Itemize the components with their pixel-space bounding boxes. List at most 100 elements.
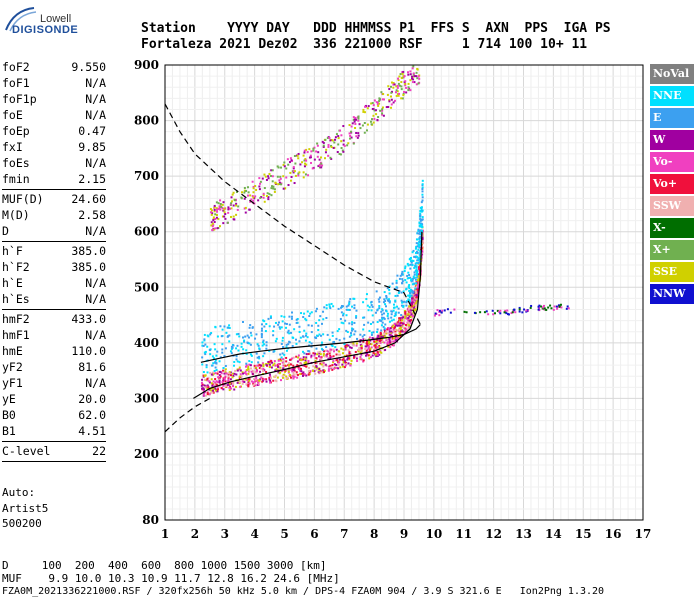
echo-point [212, 387, 215, 390]
echo-point [393, 315, 396, 318]
echo-point-2hop [372, 114, 375, 117]
echo-point [392, 318, 395, 321]
echo-point [418, 245, 421, 248]
echo-point [382, 312, 385, 315]
echo-point [217, 388, 220, 391]
echo-point-2hop [370, 118, 373, 121]
echo-point [227, 372, 230, 375]
echo-point [407, 317, 410, 320]
echo-point [350, 359, 353, 362]
echo-point [260, 336, 263, 339]
echo-point-2hop [357, 117, 360, 120]
echo-point [417, 228, 420, 231]
echo-point [338, 353, 341, 356]
echo-point-2hop [398, 92, 401, 95]
echo-point [235, 373, 238, 376]
param-value: N/A [85, 376, 106, 390]
echo-point [265, 323, 268, 326]
y-tick-label: 200 [134, 447, 159, 461]
echo-point-2hop [349, 137, 352, 140]
echo-point-2hop [223, 211, 226, 214]
echo-point [279, 358, 282, 361]
echo-point [202, 393, 205, 396]
echo-point [414, 269, 417, 272]
echo-point [314, 336, 317, 339]
echo-point [314, 352, 317, 355]
param-label: fmin [2, 172, 30, 186]
echo-point [214, 359, 217, 362]
echo-point [305, 365, 308, 368]
echo-point-2hop [215, 207, 218, 210]
echo-point-2hop [397, 82, 400, 85]
echo-point-2hop [296, 154, 299, 157]
echo-point [376, 328, 379, 331]
echo-point [411, 296, 414, 299]
echo-point [258, 363, 261, 366]
echo-point-2hop [226, 221, 229, 224]
echo-point [238, 335, 241, 338]
echo-point [373, 349, 376, 352]
echo-point-2hop [318, 166, 321, 169]
echo-point [370, 304, 373, 307]
echo-point [385, 310, 388, 313]
echo-point [225, 331, 228, 334]
echo-point [308, 352, 311, 355]
echo-point [372, 331, 375, 334]
echo-point [217, 376, 220, 379]
echo-point [396, 286, 399, 289]
echo-point [308, 315, 311, 318]
echo-point [269, 379, 272, 382]
echo-point [399, 274, 402, 277]
echo-point [413, 307, 416, 310]
echo-point-2hop [412, 81, 415, 84]
echo-point [386, 312, 389, 315]
echo-point [404, 312, 407, 315]
echo-point [275, 368, 278, 371]
echo-point [397, 307, 400, 310]
echo-point-2hop [308, 156, 311, 159]
echo-point [417, 284, 420, 287]
echo-point [280, 342, 283, 345]
echo-point-extra [438, 314, 441, 317]
trace-solid-line [193, 231, 423, 399]
echo-point [205, 364, 208, 367]
echo-point [395, 311, 398, 314]
echo-point [358, 347, 361, 350]
echo-point [211, 384, 214, 387]
echo-point [287, 343, 290, 346]
echo-point [322, 370, 325, 373]
echo-point [399, 319, 402, 322]
echo-point-2hop [369, 120, 372, 123]
echo-point-2hop [293, 154, 296, 157]
echo-point [408, 315, 411, 318]
echo-point [385, 296, 388, 299]
echo-point-2hop [308, 148, 311, 151]
echo-point [381, 336, 384, 339]
param-value: 9.550 [71, 60, 106, 74]
echo-point-2hop [271, 180, 274, 183]
echo-point-2hop [313, 146, 316, 149]
echo-point-2hop [212, 219, 215, 222]
echo-point [372, 351, 375, 354]
echo-point [249, 367, 252, 370]
echo-point [213, 343, 216, 346]
echo-point [347, 362, 350, 365]
echo-point-2hop [236, 208, 239, 211]
echo-point [314, 362, 317, 365]
echo-point [216, 350, 219, 353]
echo-point [247, 385, 250, 388]
echo-point-2hop [293, 182, 296, 185]
echo-point [214, 387, 217, 390]
echo-point [401, 330, 404, 333]
echo-point [278, 326, 281, 329]
echo-point [394, 329, 397, 332]
param-label: yF1 [2, 376, 23, 390]
echo-point-2hop [292, 166, 295, 169]
echo-point [420, 209, 423, 212]
echo-point [388, 339, 391, 342]
echo-point [317, 324, 320, 327]
echo-point [297, 366, 300, 369]
echo-point [359, 356, 362, 359]
echo-point [399, 322, 402, 325]
echo-point-extra [542, 304, 545, 307]
